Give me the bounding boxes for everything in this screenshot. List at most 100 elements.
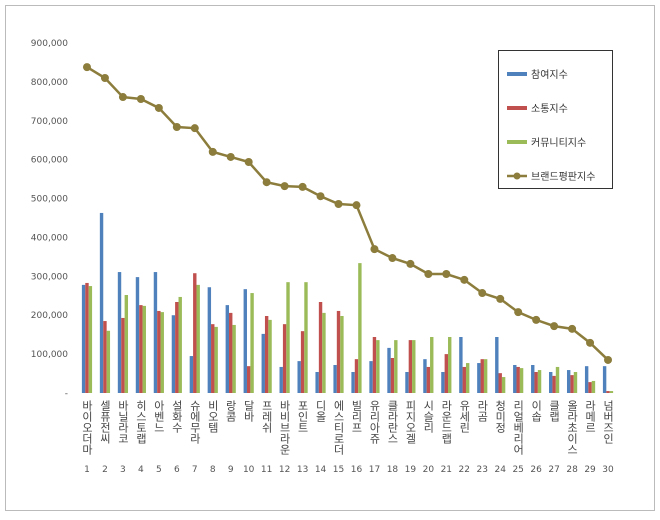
bar [354, 359, 359, 393]
rank-label: 4 [138, 465, 144, 475]
x-tick-label: 설화수 [170, 400, 183, 433]
line-marker [532, 315, 541, 324]
rank-label: 28 [566, 465, 578, 475]
line-marker [334, 200, 343, 208]
line-marker [460, 275, 469, 284]
x-tick-label: 에스티로더 [332, 400, 345, 455]
line-marker [406, 259, 415, 268]
line-marker [388, 254, 397, 263]
bar [88, 286, 93, 393]
bar [369, 361, 373, 393]
line-marker [208, 147, 217, 156]
bar [142, 305, 146, 393]
line-marker [316, 192, 325, 201]
line-marker [586, 338, 595, 347]
rank-label: 27 [548, 465, 559, 475]
bar [609, 391, 614, 393]
rank-label: 1 [84, 465, 90, 475]
bar [588, 382, 592, 393]
line-marker [370, 245, 379, 254]
y-tick-label: 200,000 [31, 311, 68, 321]
x-tick-label: 올라초이스 [566, 400, 579, 455]
y-tick-label: 600,000 [31, 156, 68, 166]
x-tick-label: 라메르 [584, 400, 597, 433]
bar [214, 326, 218, 393]
rank-label: 18 [387, 465, 399, 475]
x-tick-label: 히스토랩 [134, 399, 147, 444]
legend-swatch [507, 140, 527, 144]
rank-label: 8 [210, 465, 216, 475]
line-marker [352, 201, 361, 210]
bar [261, 333, 265, 393]
bar [444, 354, 449, 393]
bar [537, 370, 542, 393]
line-marker [568, 324, 577, 333]
bar [448, 337, 452, 393]
bar [121, 317, 125, 393]
x-tick-label: 빌리프 [350, 400, 363, 433]
bar [193, 273, 197, 393]
rank-label: 2 [102, 465, 108, 475]
bar [124, 295, 129, 393]
bar [351, 372, 355, 393]
rank-label: 29 [584, 465, 596, 475]
x-tick-label: 아벤느 [152, 400, 165, 433]
bar [153, 272, 158, 393]
x-tick-label: 바닐라코 [116, 400, 129, 444]
bar [336, 310, 341, 393]
x-tick-label: 이솝 [530, 400, 543, 422]
line-marker [190, 124, 199, 133]
rank-label: 22 [459, 465, 470, 475]
line-marker [136, 95, 145, 103]
x-tick-label: 유세린 [458, 400, 471, 433]
rank-label: 21 [441, 465, 452, 475]
bar [232, 324, 236, 393]
bar [229, 312, 233, 393]
line-marker [244, 158, 253, 166]
x-tick-label: 셀퓨전씨 [98, 400, 111, 444]
y-tick-label: 500,000 [31, 195, 68, 205]
line-marker [442, 270, 451, 278]
bar [315, 372, 319, 393]
bar [268, 319, 272, 393]
bar [139, 305, 143, 393]
x-tick-label: 리얼베리어 [512, 400, 525, 456]
line-marker [154, 103, 163, 112]
y-tick-label: 100,000 [31, 350, 68, 360]
line-marker [82, 63, 91, 72]
y-tick-label: 700,000 [31, 117, 68, 127]
bar [243, 289, 247, 393]
legend-label: 커뮤니티지수 [531, 137, 586, 149]
rank-label: 7 [192, 465, 198, 475]
bar [135, 277, 140, 393]
rank-label: 3 [120, 465, 126, 475]
bar [516, 366, 520, 393]
x-tick-label: 청미정 [494, 400, 507, 433]
x-tick-label: 라운드랩 [440, 400, 453, 444]
x-tick-label: 프레쉬 [260, 400, 273, 433]
bar [99, 212, 104, 393]
x-tick-label: 클라란스 [386, 400, 399, 444]
line-marker [280, 182, 289, 191]
bar [264, 316, 269, 393]
rank-label: 13 [297, 465, 308, 475]
bar [405, 372, 409, 393]
bar [81, 284, 86, 393]
x-tick-label: 유리아쥬 [368, 400, 381, 444]
x-tick-label: 랑콤 [224, 400, 237, 422]
bar [426, 366, 431, 393]
bar [117, 272, 122, 393]
x-tick-label: 포인트 [296, 400, 309, 433]
bar [178, 296, 182, 393]
bar [591, 380, 596, 393]
bar [282, 324, 287, 393]
bar [297, 361, 301, 393]
bar [513, 365, 517, 393]
x-tick-label: 바이오더마 [80, 400, 93, 455]
y-tick-label: 900,000 [31, 39, 68, 49]
bar [211, 324, 215, 393]
bar [300, 331, 305, 393]
bar [157, 310, 161, 393]
bar [318, 302, 323, 393]
x-tick-label: 디올 [314, 400, 327, 422]
